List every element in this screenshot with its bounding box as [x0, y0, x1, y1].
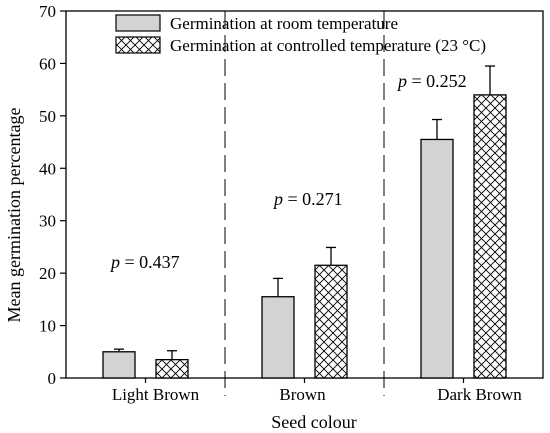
bars: [102, 65, 507, 379]
bar: [261, 296, 295, 379]
legend-label: Germination at controlled temperature (2…: [170, 36, 486, 55]
p-value-label: p = 0.437: [109, 252, 180, 272]
x-tick-label: Dark Brown: [437, 385, 522, 404]
legend: Germination at room temperature Germinati…: [115, 14, 486, 55]
legend-swatch: [115, 36, 161, 54]
p-value: = 0.437: [120, 252, 180, 272]
y-tick-label: 30: [39, 212, 56, 231]
y-tick-label: 70: [39, 2, 56, 21]
x-axis: Light Brown Brown Dark Brown: [112, 378, 522, 404]
p-symbol: p: [396, 71, 407, 91]
y-tick-label: 40: [39, 159, 56, 178]
x-tick-label: Brown: [279, 385, 326, 404]
bar: [155, 358, 189, 379]
y-tick-label: 20: [39, 264, 56, 283]
legend-label: Germination at room temperature: [170, 14, 398, 33]
bar: [102, 351, 136, 379]
y-tick-label: 60: [39, 54, 56, 73]
p-value-label: p = 0.271: [272, 189, 343, 209]
y-tick-label: 0: [48, 369, 57, 388]
bar: [314, 264, 348, 379]
p-value: = 0.252: [407, 71, 467, 91]
x-axis-label: Seed colour: [271, 412, 356, 432]
p-symbol: p: [109, 252, 120, 272]
p-value: = 0.271: [283, 189, 343, 209]
group-dividers: [224, 11, 385, 396]
y-tick-label: 10: [39, 317, 56, 336]
p-value-label: p = 0.252: [396, 71, 467, 91]
p-symbol: p: [272, 189, 283, 209]
bar: [420, 138, 454, 379]
y-axis: 0 10 20 30 40 50 60 70: [39, 2, 66, 388]
y-axis-label: Mean germination percentage: [4, 108, 24, 323]
bar: [473, 94, 507, 379]
x-tick-label: Light Brown: [112, 385, 200, 404]
y-tick-label: 50: [39, 107, 56, 126]
legend-swatch: [115, 14, 161, 32]
